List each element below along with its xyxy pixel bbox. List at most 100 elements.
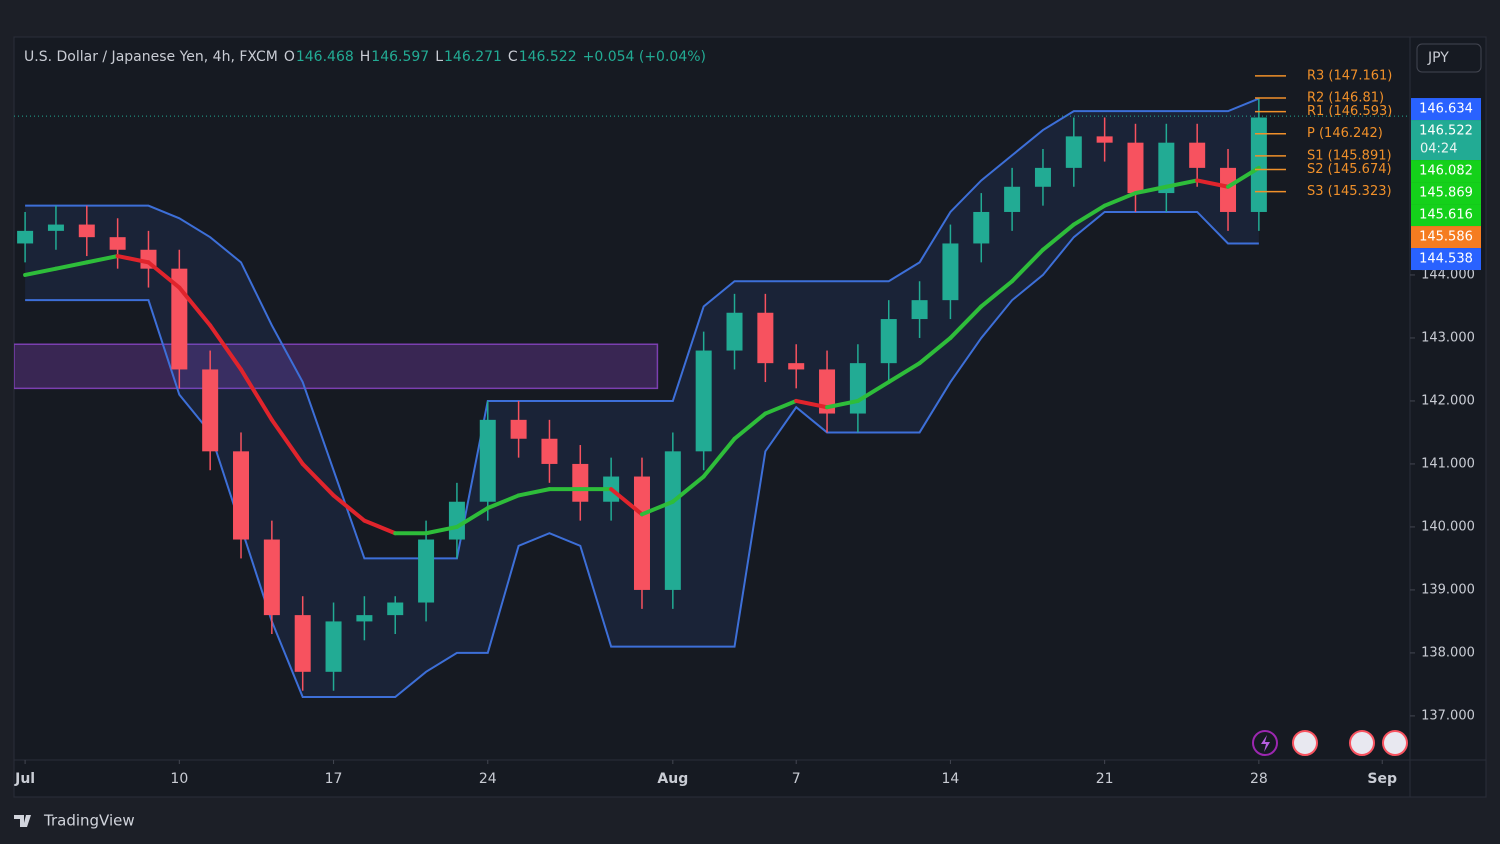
event-icon bbox=[1261, 735, 1270, 752]
candle-body bbox=[849, 363, 866, 414]
candle-body bbox=[572, 463, 589, 502]
x-tick-label: 7 bbox=[792, 771, 801, 787]
ohlc-value: 146.271 bbox=[444, 49, 502, 65]
candle-body bbox=[1220, 167, 1237, 212]
channel-lower bbox=[25, 210, 1259, 699]
candle-body bbox=[233, 451, 250, 540]
event-icon[interactable] bbox=[1252, 730, 1278, 756]
x-tick-label: Aug bbox=[657, 771, 688, 787]
candle-body bbox=[356, 615, 373, 622]
candle-body bbox=[387, 602, 404, 616]
candle-body bbox=[109, 237, 126, 250]
candle-body bbox=[726, 312, 743, 351]
price-tag-label: 145.869 bbox=[1419, 186, 1473, 201]
event-icon[interactable] bbox=[1292, 730, 1318, 756]
candle-body bbox=[1004, 186, 1021, 212]
moving-average bbox=[208, 323, 244, 372]
currency[interactable]: JPY bbox=[1427, 50, 1449, 66]
moving-average bbox=[948, 304, 984, 340]
channel-upper bbox=[25, 97, 1260, 560]
event-icon[interactable] bbox=[1349, 730, 1375, 756]
price-tag bbox=[1411, 248, 1481, 271]
price-tag bbox=[1411, 120, 1481, 161]
price-tag bbox=[1411, 182, 1481, 205]
pivot-label: R3 (147.161) bbox=[1307, 68, 1392, 83]
currency-button[interactable] bbox=[1416, 43, 1482, 73]
candle-body bbox=[1250, 117, 1267, 212]
moving-average bbox=[362, 518, 398, 536]
moving-average bbox=[732, 411, 768, 441]
ohlc-value: 146.522 bbox=[519, 49, 577, 65]
candle-body bbox=[479, 419, 496, 502]
x-tick-label: Jul bbox=[14, 771, 35, 787]
price-tag bbox=[1411, 98, 1481, 121]
candle-body bbox=[1096, 136, 1113, 143]
candle-body bbox=[819, 369, 836, 414]
y-tick-label: 139.000 bbox=[1421, 582, 1475, 597]
ohlc-key: C bbox=[508, 49, 518, 65]
price-tag-label: 146.522 bbox=[1419, 124, 1473, 139]
candle-body bbox=[1158, 142, 1175, 194]
y-tick-label: 142.000 bbox=[1421, 393, 1475, 408]
moving-average bbox=[886, 361, 922, 385]
moving-average bbox=[84, 254, 120, 265]
moving-average bbox=[331, 493, 367, 523]
candle-body bbox=[942, 243, 959, 301]
price-tag bbox=[1411, 226, 1481, 249]
price-tag-label: 145.616 bbox=[1419, 208, 1473, 223]
candle-body bbox=[78, 224, 95, 238]
moving-average bbox=[269, 417, 305, 466]
moving-average bbox=[239, 367, 274, 422]
moving-average bbox=[979, 279, 1015, 309]
legend-header: U.S. Dollar / Japanese Yen, 4h, FXCM O146… bbox=[24, 49, 706, 65]
candle-body bbox=[664, 451, 681, 590]
candle-body bbox=[880, 319, 897, 364]
x-tick-label: Sep bbox=[1367, 771, 1397, 787]
candle-body bbox=[294, 615, 311, 672]
x-tick-label: 24 bbox=[479, 771, 497, 787]
candle-body bbox=[263, 539, 280, 616]
x-tick-label: 21 bbox=[1096, 771, 1114, 787]
pivot-label: P (146.242) bbox=[1307, 126, 1383, 141]
moving-average bbox=[670, 474, 706, 504]
pivot-label: R2 (146.81) bbox=[1307, 90, 1384, 105]
event-icon[interactable] bbox=[1382, 730, 1408, 756]
moving-average bbox=[454, 506, 490, 529]
y-tick-label: 140.000 bbox=[1421, 519, 1475, 534]
price-tag-label: 145.586 bbox=[1419, 230, 1473, 245]
price-tag-label: 146.082 bbox=[1419, 164, 1473, 179]
moving-average bbox=[1195, 178, 1231, 189]
moving-average bbox=[115, 254, 151, 265]
moving-average bbox=[300, 461, 336, 498]
brand: TradingView bbox=[43, 812, 135, 830]
moving-average bbox=[855, 380, 891, 403]
candle-body bbox=[1127, 142, 1144, 194]
countdown: 04:24 bbox=[1420, 142, 1457, 157]
moving-average bbox=[1040, 222, 1076, 252]
moving-average bbox=[1133, 184, 1169, 196]
moving-average bbox=[53, 260, 89, 271]
candle-body bbox=[202, 369, 219, 452]
pivot-label: S1 (145.891) bbox=[1307, 148, 1392, 163]
pivot-label: R1 (146.593) bbox=[1307, 104, 1392, 119]
candle-body bbox=[1065, 136, 1082, 168]
candle-body bbox=[973, 211, 990, 244]
price-tag-label: 144.538 bbox=[1419, 252, 1473, 267]
zone bbox=[14, 343, 659, 390]
candle-body bbox=[448, 501, 465, 540]
moving-average bbox=[794, 398, 830, 410]
moving-average bbox=[825, 398, 860, 410]
moving-average bbox=[609, 487, 644, 517]
moving-average bbox=[146, 260, 182, 290]
candle-body bbox=[418, 539, 435, 603]
symbol: U.S. Dollar / Japanese Yen, 4h, FXCM bbox=[24, 49, 278, 65]
x-tick-label: 28 bbox=[1250, 771, 1268, 787]
moving-average bbox=[1102, 191, 1138, 208]
chart-panel bbox=[13, 36, 1487, 798]
candle-body bbox=[1034, 167, 1051, 187]
y-tick-label: 138.000 bbox=[1421, 645, 1475, 660]
candle-body bbox=[695, 350, 712, 452]
moving-average bbox=[23, 266, 58, 277]
moving-average bbox=[177, 285, 213, 328]
moving-average bbox=[1071, 203, 1107, 227]
